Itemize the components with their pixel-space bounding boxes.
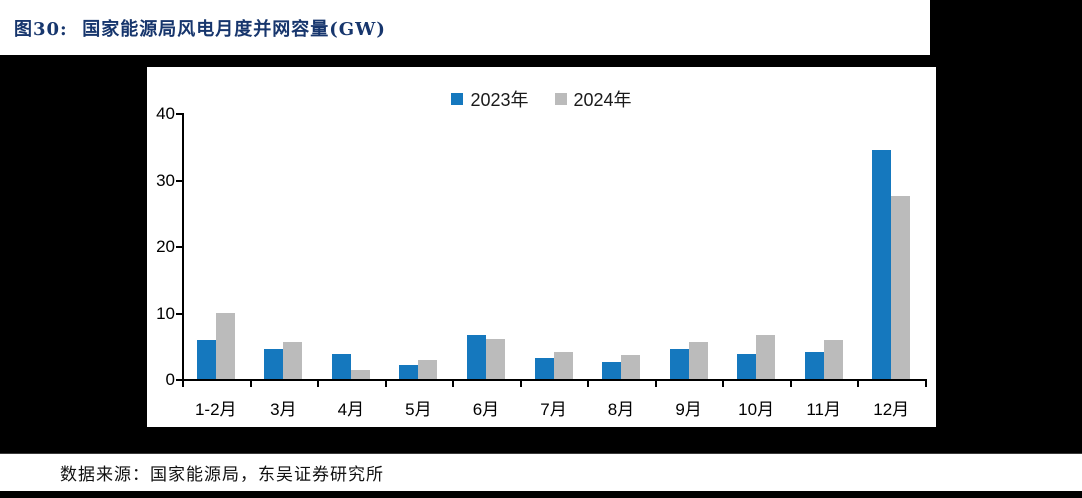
y-axis-tick-label: 40: [156, 104, 175, 123]
x-axis-tick: [452, 381, 455, 387]
x-axis-tick: [925, 381, 927, 387]
bar-2024-3月: [283, 342, 303, 379]
x-axis-tick: [654, 381, 657, 387]
bar-2024-5月: [418, 360, 438, 379]
figure-title-bar: 图30: 国家能源局风电月度并网容量(GW): [0, 0, 930, 55]
bar-2024-4月: [350, 370, 370, 379]
legend-label-2024: 2024年: [573, 90, 632, 110]
x-axis-category-label: 6月: [472, 400, 500, 419]
bar-2023-11月: [804, 352, 824, 379]
x-axis-category-label: 11月: [806, 400, 841, 419]
source-bar: 数据来源：国家能源局，东吴证券研究所: [0, 453, 1082, 491]
bar-2023-5月: [399, 365, 419, 379]
x-axis-tick: [249, 381, 252, 387]
figure-title-text: 国家能源局风电月度并网容量(GW): [82, 18, 386, 40]
bar-2023-4月: [331, 353, 351, 379]
x-axis-tick: [317, 381, 320, 387]
x-axis-tick: [587, 381, 590, 387]
figure-number: 图30:: [14, 18, 68, 40]
x-axis-category-label: 7月: [540, 400, 567, 419]
y-axis-tick: [176, 246, 182, 248]
legend-item-2023: 2023年: [451, 86, 529, 112]
bar-2024-9月: [688, 342, 708, 379]
bar-2023-8月: [602, 362, 622, 379]
y-axis-tick-label: 0: [165, 370, 175, 389]
chart-legend: 2023年 2024年: [147, 86, 936, 112]
x-axis-tick: [519, 381, 522, 387]
x-axis-category-label: 1-2月: [194, 400, 237, 419]
y-axis-tick: [176, 179, 182, 182]
bar-2024-1-2月: [215, 313, 235, 379]
legend-item-2024: 2024年: [554, 86, 632, 112]
legend-swatch-2024: [554, 93, 567, 105]
x-axis-category-label: 10月: [738, 400, 775, 419]
x-axis-category-label: 8月: [607, 400, 635, 419]
bar-2023-9月: [669, 349, 689, 379]
y-axis-tick: [176, 312, 182, 315]
legend-label-2023: 2023年: [470, 90, 529, 110]
bar-2023-1-2月: [196, 340, 216, 379]
bar-2023-7月: [534, 357, 554, 379]
x-axis-tick: [789, 381, 792, 387]
y-axis-tick: [176, 379, 182, 381]
x-axis-tick: [722, 381, 725, 387]
data-source-text: 数据来源：国家能源局，东吴证券研究所: [60, 465, 384, 485]
bar-2024-11月: [823, 339, 843, 379]
x-axis-category-label: 12月: [873, 400, 910, 419]
y-axis-tick: [176, 113, 182, 115]
bar-2023-12月: [872, 149, 892, 379]
figure-title: 图30: 国家能源局风电月度并网容量(GW): [14, 15, 386, 41]
bar-2024-8月: [621, 355, 641, 379]
bar-2023-6月: [466, 335, 486, 379]
bar-2024-10月: [756, 335, 776, 379]
y-axis-tick-label: 10: [156, 303, 175, 323]
legend-swatch-2023: [451, 93, 464, 105]
x-axis-category-label: 9月: [675, 400, 702, 419]
bar-2023-10月: [737, 353, 757, 379]
x-axis-category-label: 3月: [270, 400, 297, 419]
x-axis-category-label: 5月: [405, 400, 432, 419]
x-axis-tick: [182, 381, 184, 387]
y-axis-tick-label: 20: [156, 237, 175, 256]
bar-2024-7月: [553, 352, 573, 379]
bar-2024-12月: [891, 196, 911, 379]
x-axis-category-label: 4月: [337, 400, 365, 419]
chart-canvas: 2023年 2024年 0 10 20 30 40 1-2月 3月 4月 5月 6月 7月 8月 9月 1…: [147, 67, 936, 427]
y-axis-tick-label: 30: [156, 170, 175, 190]
bar-2023-3月: [264, 349, 284, 379]
x-axis-tick: [384, 381, 387, 387]
y-axis-line: [182, 113, 184, 381]
x-axis-line: [182, 379, 927, 381]
plot-area: 0 10 20 30 40 1-2月 3月 4月 5月 6月 7月 8月 9月 10月 11月 12月: [147, 67, 936, 427]
x-axis-tick: [857, 381, 860, 387]
bar-2024-6月: [485, 339, 505, 379]
